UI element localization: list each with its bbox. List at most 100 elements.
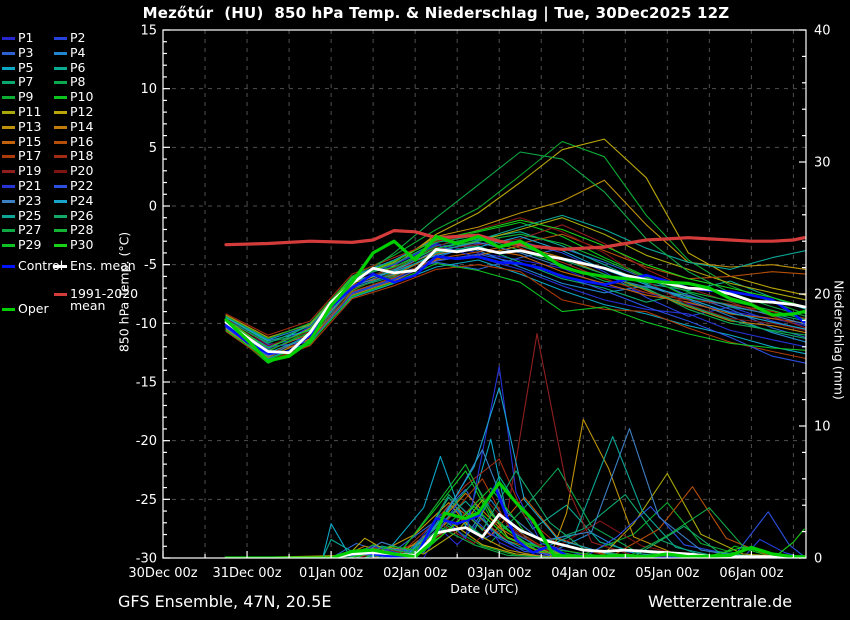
legend-item-p26: P26 xyxy=(54,209,93,222)
legend-item-climate-mean-swatch xyxy=(54,293,67,297)
legend-item-p21: P21 xyxy=(2,179,41,192)
series-P17-temp xyxy=(225,264,806,362)
series-P13-temp xyxy=(225,179,806,338)
legend-item-p14-label: P14 xyxy=(70,118,94,134)
main-lines xyxy=(224,229,806,558)
legend-item-p8-label: P8 xyxy=(70,74,86,90)
legend-item-p27-label: P27 xyxy=(18,222,42,238)
chart-title: Mezőtúr (HU) 850 hPa Temp. & Niederschla… xyxy=(142,4,730,22)
legend-item-p6-swatch xyxy=(54,66,67,70)
svg-text:10: 10 xyxy=(140,82,157,97)
svg-text:-5: -5 xyxy=(144,258,157,273)
legend-item-p9-label: P9 xyxy=(18,89,34,105)
legend-item-p13: P13 xyxy=(2,120,41,133)
svg-text:0: 0 xyxy=(149,200,157,215)
svg-text:5: 5 xyxy=(149,141,157,156)
legend-item-p18-label: P18 xyxy=(70,148,94,164)
series-P29-precip xyxy=(225,487,805,558)
legend-item-p6-label: P6 xyxy=(70,59,86,75)
legend-item-p20-label: P20 xyxy=(70,163,94,179)
svg-text:-15: -15 xyxy=(136,376,157,391)
svg-text:05Jan 00z: 05Jan 00z xyxy=(635,566,699,581)
legend-item-p26-label: P26 xyxy=(70,207,94,223)
legend-item-p8: P8 xyxy=(54,75,86,88)
legend-item-p4-swatch xyxy=(54,51,67,55)
svg-text:15: 15 xyxy=(140,24,157,39)
legend-item-p15-swatch xyxy=(2,140,15,144)
series-P22-precip xyxy=(225,503,805,558)
series-P10-precip xyxy=(225,470,805,558)
legend: P1 P2 P3 P4 P5 P6 P7 P8 P9 P10 P11 P12 P13 P14 P15 P16 P… xyxy=(0,0,138,330)
legend-item-p5-swatch xyxy=(2,66,15,70)
legend-item-p29: P29 xyxy=(2,238,41,251)
legend-item-p10-label: P10 xyxy=(70,89,94,105)
axis-ticks xyxy=(162,29,806,559)
ensemble-member-lines xyxy=(225,138,806,558)
legend-item-p15: P15 xyxy=(2,135,41,148)
legend-item-p12: P12 xyxy=(54,105,93,118)
svg-text:30Dec 00z: 30Dec 00z xyxy=(128,566,197,581)
legend-item-oper-label: Oper xyxy=(18,300,49,316)
legend-item-p9: P9 xyxy=(2,90,34,103)
legend-item-p16-label: P16 xyxy=(70,133,94,149)
series-oper-temp xyxy=(224,234,806,363)
legend-item-p30-label: P30 xyxy=(70,237,94,253)
legend-item-p30-swatch xyxy=(54,244,67,248)
legend-item-p19-label: P19 xyxy=(18,163,42,179)
legend-item-p12-label: P12 xyxy=(70,104,94,119)
legend-item-p19-swatch xyxy=(2,170,15,174)
legend-item-p1-swatch xyxy=(2,37,15,40)
legend-item-p22-label: P22 xyxy=(70,178,94,193)
svg-text:31Dec 00z: 31Dec 00z xyxy=(212,566,281,581)
legend-item-p6: P6 xyxy=(54,61,86,74)
y-axis-right-tick-labels: 40 30 20 10 0 xyxy=(814,24,831,567)
legend-item-p27: P27 xyxy=(2,223,41,236)
legend-item-p15-label: P15 xyxy=(18,133,42,149)
svg-text:02Jan 00z: 02Jan 00z xyxy=(383,566,447,581)
legend-item-p21-swatch xyxy=(2,185,15,188)
series-P6-precip xyxy=(225,475,805,558)
legend-item-climate-mean: 1991-2020 xyxy=(54,287,138,300)
legend-item-p13-label: P13 xyxy=(18,118,42,134)
legend-item-p24-swatch xyxy=(54,199,67,203)
svg-text:10: 10 xyxy=(814,420,831,435)
svg-text:-25: -25 xyxy=(136,493,157,508)
legend-item-p22-swatch xyxy=(54,185,67,188)
legend-item-p22: P22 xyxy=(54,179,93,192)
legend-item-p17-label: P17 xyxy=(18,148,42,164)
legend-item-p19: P19 xyxy=(2,164,41,177)
legend-item-control-label: Control xyxy=(18,257,64,273)
legend-item-p24-label: P24 xyxy=(70,192,94,208)
legend-item-p17: P17 xyxy=(2,149,41,162)
series-P29-temp xyxy=(225,262,806,361)
legend-item-p25-label: P25 xyxy=(18,207,42,223)
legend-item-p10-swatch xyxy=(54,96,67,100)
legend-item-p16: P16 xyxy=(54,135,93,148)
legend-item-p28-label: P28 xyxy=(70,222,94,238)
legend-item-p30: P30 xyxy=(54,238,93,251)
legend-item-p4: P4 xyxy=(54,46,86,59)
legend-item-p23: P23 xyxy=(2,194,41,207)
series-oper-precip xyxy=(224,481,806,558)
series-P23-precip xyxy=(225,428,805,558)
svg-text:20: 20 xyxy=(814,288,831,303)
x-axis-tick-labels: 30Dec 00z 31Dec 00z 01Jan 00z 02Jan 00z 03Ja… xyxy=(128,566,783,581)
svg-text:40: 40 xyxy=(814,24,831,39)
legend-item-p1-label: P1 xyxy=(18,30,34,45)
legend-item-p28: P28 xyxy=(54,223,93,236)
legend-item-p3: P3 xyxy=(2,46,34,59)
legend-item-p9-swatch xyxy=(2,96,15,100)
series-P25-precip xyxy=(225,436,805,558)
legend-item-control: Control xyxy=(2,259,63,272)
legend-item-p11: P11 xyxy=(2,105,41,118)
series-P26-precip xyxy=(225,470,805,558)
series-P28-temp xyxy=(225,233,806,340)
legend-item-ens-mean-swatch xyxy=(54,264,67,268)
svg-text:-30: -30 xyxy=(136,552,157,567)
legend-item-p3-swatch xyxy=(2,51,15,55)
svg-text:01Jan 00z: 01Jan 00z xyxy=(299,566,363,581)
x-axis-label: Date (UTC) xyxy=(450,581,519,596)
legend-item-p24: P24 xyxy=(54,194,93,207)
legend-item-p25: P25 xyxy=(2,209,41,222)
